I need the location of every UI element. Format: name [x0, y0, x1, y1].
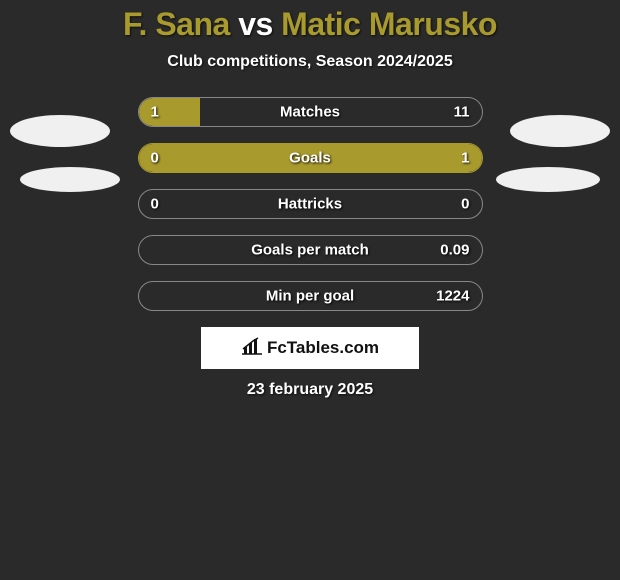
player2-name: Matic Marusko [281, 6, 497, 42]
stat-label: Goals [289, 150, 331, 167]
site-logo-text: FcTables.com [267, 338, 379, 358]
stat-right-value: 0 [461, 196, 469, 213]
bar-fill-left [139, 98, 201, 126]
comparison-widget: F. Sana vs Matic Marusko Club competitio… [0, 0, 620, 399]
stat-right-value: 1 [461, 150, 469, 167]
stat-label: Goals per match [251, 242, 369, 259]
bar-chart-icon [241, 337, 263, 360]
stat-right-value: 1224 [436, 288, 469, 305]
stat-bar: 0 Goals 1 [138, 143, 483, 173]
stat-bar: Goals per match 0.09 [138, 235, 483, 265]
stat-bar: 0 Hattricks 0 [138, 189, 483, 219]
player2-team-logo [496, 167, 600, 192]
date-label: 23 february 2025 [0, 381, 620, 399]
stat-bar: 1 Matches 11 [138, 97, 483, 127]
site-logo[interactable]: FcTables.com [201, 327, 419, 369]
subtitle: Club competitions, Season 2024/2025 [0, 53, 620, 71]
player1-avatar [10, 115, 110, 147]
player2-avatar [510, 115, 610, 147]
title-vs: vs [238, 6, 273, 42]
stat-left-value: 1 [151, 104, 159, 121]
stat-label: Min per goal [266, 288, 354, 305]
stat-label: Hattricks [278, 196, 342, 213]
player1-name: F. Sana [123, 6, 230, 42]
stat-right-value: 11 [454, 104, 470, 121]
stat-left-value: 0 [151, 150, 159, 167]
stats-area: 1 Matches 11 0 Goals 1 0 Hattricks 0 Goals per ma… [0, 97, 620, 311]
stat-bar: Min per goal 1224 [138, 281, 483, 311]
stat-label: Matches [280, 104, 340, 121]
page-title: F. Sana vs Matic Marusko [0, 6, 620, 43]
stat-rows: 1 Matches 11 0 Goals 1 0 Hattricks 0 Goals per ma… [138, 97, 483, 311]
stat-right-value: 0.09 [440, 242, 469, 259]
stat-left-value: 0 [151, 196, 159, 213]
player1-team-logo [20, 167, 120, 192]
